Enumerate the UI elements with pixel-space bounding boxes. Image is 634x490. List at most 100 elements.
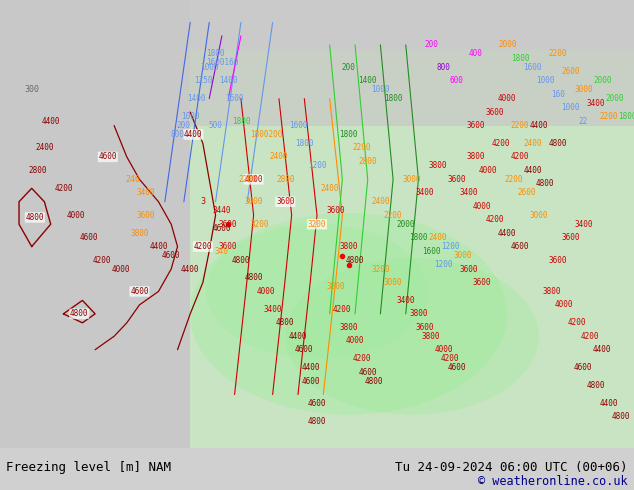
Text: 3000: 3000 <box>574 85 593 94</box>
Text: 4600: 4600 <box>79 233 98 242</box>
Text: 4400: 4400 <box>498 229 517 238</box>
Ellipse shape <box>190 213 507 415</box>
Text: 2400: 2400 <box>320 184 339 193</box>
Text: 2600: 2600 <box>561 67 580 76</box>
Text: 1000: 1000 <box>371 85 390 94</box>
Text: 4000: 4000 <box>434 345 453 354</box>
Text: 3600: 3600 <box>485 108 504 117</box>
Text: 160: 160 <box>551 90 565 98</box>
Text: 3: 3 <box>200 197 205 206</box>
Text: 4400: 4400 <box>41 117 60 125</box>
Text: 2200: 2200 <box>504 175 523 184</box>
Text: 1250: 1250 <box>193 76 212 85</box>
Text: 4400: 4400 <box>599 399 618 408</box>
Text: 4600: 4600 <box>574 363 593 372</box>
Text: 1600: 1600 <box>523 63 542 72</box>
Text: 2200: 2200 <box>510 121 529 130</box>
Text: 4400: 4400 <box>529 121 548 130</box>
Text: 240: 240 <box>126 175 141 184</box>
Text: 3600: 3600 <box>472 278 491 287</box>
Text: 3600: 3600 <box>415 323 434 332</box>
Text: 200: 200 <box>177 121 191 130</box>
Text: 4400: 4400 <box>184 130 203 139</box>
Text: 3200: 3200 <box>307 220 327 229</box>
Text: 1800: 1800 <box>618 112 634 121</box>
Text: 4400: 4400 <box>593 345 612 354</box>
Text: 4800: 4800 <box>307 417 327 426</box>
Text: 3800: 3800 <box>130 229 149 238</box>
Text: 2800: 2800 <box>29 166 48 175</box>
Text: 1800: 1800 <box>339 130 358 139</box>
Text: 2000: 2000 <box>498 40 517 49</box>
Text: 4600: 4600 <box>98 152 117 161</box>
Text: 4400: 4400 <box>149 242 168 251</box>
Text: 1400: 1400 <box>187 94 206 103</box>
Text: 4200: 4200 <box>510 152 529 161</box>
Text: 1000: 1000 <box>536 76 555 85</box>
Text: 1600: 1600 <box>225 94 244 103</box>
Text: © weatheronline.co.uk: © weatheronline.co.uk <box>478 475 628 488</box>
Text: 2200: 2200 <box>352 144 371 152</box>
Text: 3600: 3600 <box>460 265 479 273</box>
Text: 600: 600 <box>450 76 463 85</box>
Text: 2200: 2200 <box>384 211 403 220</box>
Text: 3600: 3600 <box>276 197 295 206</box>
Text: 3600: 3600 <box>548 256 567 265</box>
Text: 4200: 4200 <box>567 318 586 327</box>
Text: 2000: 2000 <box>593 76 612 85</box>
Text: 4200: 4200 <box>92 256 111 265</box>
Text: 2200: 2200 <box>599 112 618 121</box>
Bar <box>0 0 190 448</box>
Text: 3200: 3200 <box>371 265 390 273</box>
Text: 3000: 3000 <box>244 197 263 206</box>
Text: 4200: 4200 <box>352 354 371 363</box>
Text: 3800: 3800 <box>428 161 447 171</box>
Text: 3800: 3800 <box>327 282 346 292</box>
Text: 4000: 4000 <box>257 287 276 296</box>
Text: 4800: 4800 <box>548 139 567 148</box>
Text: 4400: 4400 <box>301 363 320 372</box>
Text: 3200: 3200 <box>250 220 269 229</box>
Text: 3400: 3400 <box>396 296 415 305</box>
Text: 2400: 2400 <box>269 152 288 161</box>
Text: 400: 400 <box>469 49 482 58</box>
Text: 4800: 4800 <box>346 256 365 265</box>
Text: 1200: 1200 <box>434 260 453 269</box>
Text: 3600: 3600 <box>561 233 580 242</box>
Text: 4400: 4400 <box>288 332 307 341</box>
Text: 800: 800 <box>437 63 451 72</box>
Text: 4800: 4800 <box>25 213 44 222</box>
Text: 1800200: 1800200 <box>250 130 283 139</box>
Text: 3440: 3440 <box>212 206 231 215</box>
Text: 3600: 3600 <box>447 175 466 184</box>
Text: 4000: 4000 <box>472 202 491 211</box>
Text: 4000: 4000 <box>555 300 574 309</box>
Text: 4200: 4200 <box>491 139 510 148</box>
Text: 4600: 4600 <box>301 377 320 386</box>
Text: 1400: 1400 <box>219 76 238 85</box>
Text: 1600: 1600 <box>288 121 307 130</box>
Text: 1200: 1200 <box>307 161 327 171</box>
Text: 2000: 2000 <box>605 94 624 103</box>
Text: 2400: 2400 <box>428 233 447 242</box>
Text: 3600: 3600 <box>219 242 238 251</box>
Text: 1600: 1600 <box>422 246 441 256</box>
Text: 500: 500 <box>209 121 223 130</box>
Text: 800: 800 <box>171 130 184 139</box>
Text: Tu 24-09-2024 06:00 UTC (00+06): Tu 24-09-2024 06:00 UTC (00+06) <box>395 461 628 474</box>
Text: 4600: 4600 <box>162 251 181 260</box>
Text: 1000: 1000 <box>200 63 219 72</box>
Text: 2600: 2600 <box>517 188 536 197</box>
Bar <box>178 0 634 125</box>
Text: 3800: 3800 <box>339 242 358 251</box>
Text: 3600: 3600 <box>219 220 238 229</box>
Text: 200: 200 <box>424 40 438 49</box>
Text: 4000: 4000 <box>346 336 365 345</box>
Text: 340: 340 <box>215 246 229 256</box>
Text: 2400: 2400 <box>523 139 542 148</box>
Text: 4600: 4600 <box>307 399 327 408</box>
Text: 2400: 2400 <box>371 197 390 206</box>
Text: 4800: 4800 <box>276 318 295 327</box>
Text: 4600: 4600 <box>510 242 529 251</box>
Text: Freezing level [m] NAM: Freezing level [m] NAM <box>6 461 171 474</box>
